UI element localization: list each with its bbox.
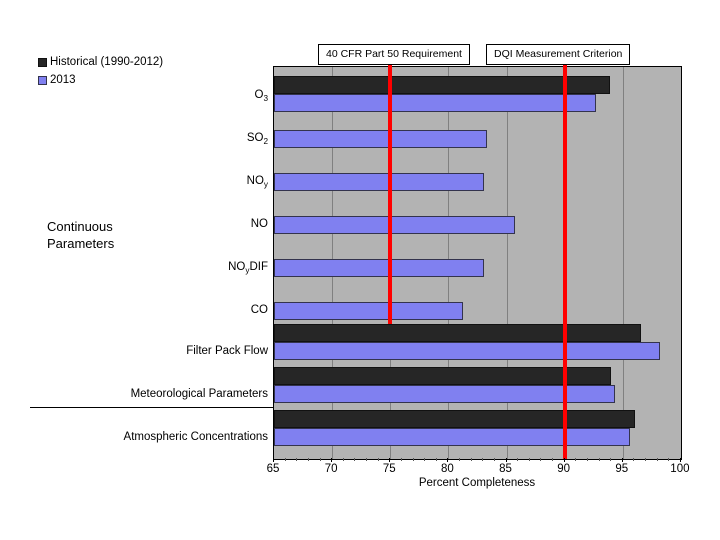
xticklabel-80: 80 [440, 463, 454, 475]
xtick-80 [447, 458, 449, 462]
category-label-noy: NOy [0, 175, 268, 189]
bar-2013-meteorological-parameters [274, 385, 615, 403]
category-text-noy-main: NO [246, 175, 264, 187]
category-text-o3-main: O [254, 89, 264, 101]
category-text-noydif-tail: DIF [249, 261, 268, 273]
bar-2013-o3 [274, 94, 596, 112]
category-label-meteorological-parameters: Meteorological Parameters [130, 388, 268, 400]
xtick-85 [505, 458, 507, 462]
xminor-97 [645, 458, 646, 461]
category-text-noydif-sub: y [245, 265, 250, 275]
xtick-95 [621, 458, 623, 462]
legend-swatch-2013 [38, 75, 47, 85]
chart-legend: Historical (1990-2012) 2013 [38, 54, 163, 90]
xminor-83 [482, 458, 484, 461]
xticklabel-65: 65 [266, 463, 280, 475]
xticklabel-90: 90 [557, 463, 570, 475]
category-text-no-main: NO [250, 218, 268, 230]
gridline-85 [507, 67, 508, 459]
x-axis: 65 70 75 80 85 90 95 100 [267, 458, 689, 488]
category-label-so2: SO2 [0, 132, 268, 146]
bar-2013-noy [274, 173, 484, 191]
bar-2013-noydif [274, 259, 484, 277]
legend-swatch-historical [38, 57, 47, 67]
group-divider [30, 407, 273, 408]
bar-historical-meteorological-parameters [274, 367, 611, 385]
category-label-atmospheric-concentrations: Atmospheric Concentrations [123, 431, 268, 443]
category-text-noydif-main: NO [228, 261, 246, 273]
category-text-noy-sub: y [263, 179, 268, 189]
xminor-93 [598, 458, 600, 461]
xminor-78 [424, 458, 426, 461]
xminor-99 [668, 458, 670, 461]
bar-historical-filter-pack-flow [274, 324, 641, 342]
bar-2013-no [274, 216, 515, 234]
xminor-74 [377, 458, 379, 461]
category-label-filter-pack-flow: Filter Pack Flow [186, 345, 268, 357]
reference-line-dqi-measurement-criterion [563, 59, 567, 459]
plot-area [273, 59, 682, 460]
callout-40-cfr-part-50: 40 CFR Part 50 Requirement [318, 44, 470, 65]
xminor-66 [284, 458, 286, 461]
xminor-94 [610, 458, 612, 461]
callout-dqi-measurement-criterion: DQI Measurement Criterion [486, 44, 631, 65]
xticklabel-70: 70 [324, 463, 338, 475]
xminor-92 [586, 458, 588, 461]
xtick-65 [273, 458, 274, 462]
xminor-71 [342, 458, 344, 461]
xminor-86 [517, 458, 519, 461]
xtick-100 [679, 458, 681, 462]
xticklabel-85: 85 [499, 463, 512, 475]
category-axis-labels: O3 SO2 NOy NO NOyDIF CO Filter Pack Flow… [0, 66, 268, 458]
xminor-98 [656, 458, 658, 461]
xminor-72 [354, 458, 356, 461]
xminor-69 [319, 458, 321, 461]
legend-label-2013: 2013 [50, 74, 76, 86]
xminor-91 [575, 458, 577, 461]
category-label-no: NO [0, 218, 268, 230]
xticklabel-100: 100 [670, 463, 690, 475]
xminor-76 [400, 458, 402, 461]
xtick-90 [563, 458, 565, 462]
legend-item-historical: Historical (1990-2012) [38, 54, 163, 70]
bar-historical-atmospheric-concentrations [274, 410, 635, 428]
bar-2013-filter-pack-flow [274, 342, 660, 360]
category-label-noydif: NOyDIF [0, 261, 268, 275]
bar-2013-co [274, 302, 463, 320]
legend-item-2013: 2013 [38, 72, 163, 88]
xtick-70 [331, 458, 333, 462]
xminor-87 [528, 458, 530, 461]
xminor-67 [296, 458, 298, 461]
xminor-96 [633, 458, 635, 461]
xminor-89 [552, 458, 553, 461]
x-axis-title: Percent Completeness [418, 477, 536, 489]
category-text-co-main: CO [250, 304, 268, 316]
gridline-95 [623, 67, 624, 459]
xminor-88 [540, 458, 542, 461]
xminor-81 [459, 458, 460, 461]
xminor-79 [435, 458, 437, 461]
group-label-continuous-parameters: Continuous Parameters [47, 219, 115, 251]
xtick-75 [389, 458, 391, 462]
reference-line-40-cfr-part-50 [388, 59, 392, 324]
bar-2013-so2 [274, 130, 487, 148]
category-text-so2-sub: 2 [263, 136, 268, 146]
xticklabel-75: 75 [382, 463, 396, 475]
xminor-73 [366, 458, 367, 461]
bar-historical-o3 [274, 76, 610, 94]
category-text-o3-sub: 3 [263, 93, 268, 103]
xminor-68 [307, 458, 309, 461]
xminor-82 [470, 458, 472, 461]
category-text-so2-main: SO [246, 132, 264, 144]
category-label-co: CO [0, 304, 268, 316]
xticklabel-95: 95 [615, 463, 629, 475]
category-label-o3: O3 [0, 89, 268, 103]
bar-2013-atmospheric-concentrations [274, 428, 630, 446]
xminor-77 [412, 458, 414, 461]
xminor-84 [493, 458, 495, 461]
legend-label-historical: Historical (1990-2012) [50, 56, 164, 68]
